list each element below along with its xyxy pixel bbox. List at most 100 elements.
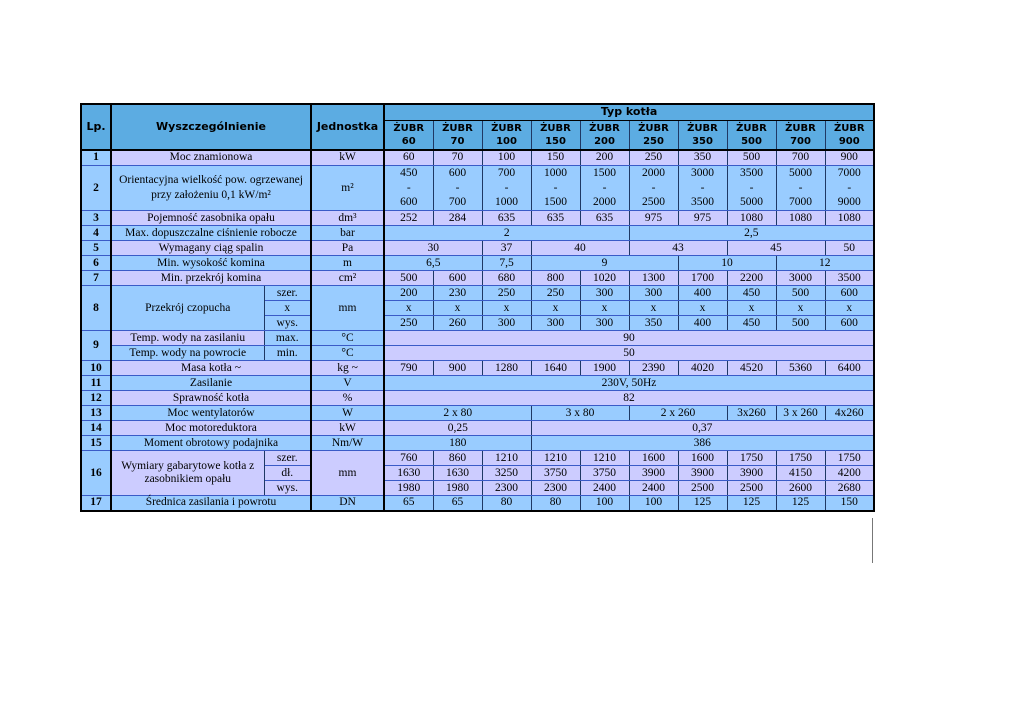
data-cell: 500 (726, 149, 777, 166)
row-number-cell: 14 (80, 420, 112, 437)
data-cell: 230 (432, 285, 483, 302)
sub-label-cell: szer. (263, 285, 312, 302)
row-number-cell: 6 (80, 255, 112, 272)
data-cell: 900 (432, 360, 483, 377)
data-cell: 250 (628, 149, 679, 166)
data-cell: 700-1000 (481, 164, 532, 212)
data-cell: 1630 (432, 465, 483, 482)
unit-cell: Nm/W (310, 435, 385, 452)
data-cell: 1210 (530, 450, 581, 467)
data-cell: 230V, 50Hz (383, 375, 875, 392)
data-cell: x (579, 300, 630, 317)
data-cell: 2200 (726, 270, 777, 287)
row-number-cell: 9 (80, 330, 112, 362)
data-cell: 975 (628, 210, 679, 227)
data-cell: x (530, 300, 581, 317)
model-size: 150 (545, 135, 566, 147)
spec-label-cell: Min. wysokość komina (110, 255, 312, 272)
data-cell: 3750 (579, 465, 630, 482)
row-number-cell: 7 (80, 270, 112, 287)
data-cell: x (677, 300, 728, 317)
data-cell: 1600 (677, 450, 728, 467)
col-header-model: ŻUBR 250 (628, 119, 679, 151)
data-cell: 100 (579, 495, 630, 512)
data-cell: 600 (824, 315, 875, 332)
data-cell: 400 (677, 285, 728, 302)
data-cell: 5000-7000 (775, 164, 826, 212)
data-cell: 1080 (726, 210, 777, 227)
data-cell: 260 (432, 315, 483, 332)
unit-cell: mm (310, 450, 385, 497)
col-header-model: ŻUBR 500 (726, 119, 777, 151)
data-cell: 600-700 (432, 164, 483, 212)
model-name: ŻUBR (393, 122, 425, 134)
data-cell: 4150 (775, 465, 826, 482)
col-header-model: ŻUBR 70 (432, 119, 483, 151)
col-header-model: ŻUBR 350 (677, 119, 728, 151)
col-header-lp: Lp. (80, 103, 112, 151)
data-cell: 1640 (530, 360, 581, 377)
model-name: ŻUBR (687, 122, 718, 134)
data-cell: 150 (824, 495, 875, 512)
data-cell: 1210 (579, 450, 630, 467)
data-cell: 43 (628, 240, 728, 257)
data-cell: 300 (579, 315, 630, 332)
spec-label-cell: Max. dopuszczalne ciśnienie robocze (110, 225, 312, 242)
sub-label-cell: max. (263, 330, 312, 347)
data-cell: 82 (383, 390, 875, 407)
model-name: ŻUBR (540, 122, 571, 134)
row-number-cell: 3 (80, 210, 112, 227)
row-number-cell: 4 (80, 225, 112, 242)
col-header-model: ŻUBR 200 (579, 119, 630, 151)
data-cell: 37 (481, 240, 532, 257)
data-cell: 860 (432, 450, 483, 467)
data-cell: 7,5 (481, 255, 532, 272)
data-cell: 80 (481, 495, 532, 512)
spec-label-cell: Masa kotła ~ (110, 360, 312, 377)
data-cell: 635 (579, 210, 630, 227)
model-name: ŻUBR (589, 122, 620, 134)
data-cell: 635 (481, 210, 532, 227)
data-cell: 4x260 (824, 405, 875, 422)
data-cell: 450 (726, 315, 777, 332)
data-cell: 250 (383, 315, 434, 332)
data-cell: 70 (432, 149, 483, 166)
data-cell: 3 x 260 (775, 405, 826, 422)
data-cell: 2 x 260 (628, 405, 728, 422)
data-cell: 1630 (383, 465, 434, 482)
data-cell: 450 (726, 285, 777, 302)
data-cell: x (824, 300, 875, 317)
unit-cell: kg ~ (310, 360, 385, 377)
row-number-cell: 11 (80, 375, 112, 392)
data-cell: 200 (383, 285, 434, 302)
data-cell: 3250 (481, 465, 532, 482)
data-cell: 40 (530, 240, 630, 257)
model-size: 200 (594, 135, 615, 147)
data-cell: 4020 (677, 360, 728, 377)
model-name: ŻUBR (442, 122, 473, 134)
model-size: 70 (450, 135, 465, 147)
row-number-cell: 5 (80, 240, 112, 257)
data-cell: 1900 (579, 360, 630, 377)
data-cell: 30 (383, 240, 483, 257)
col-header-model: ŻUBR 60 (383, 119, 434, 151)
sub-label-cell: wys. (263, 315, 312, 332)
data-cell: 3900 (628, 465, 679, 482)
sub-label-cell: szer. (263, 450, 312, 467)
data-cell: 6400 (824, 360, 875, 377)
data-cell: 800 (530, 270, 581, 287)
col-header-model: ŻUBR 100 (481, 119, 532, 151)
data-cell: 7000-9000 (824, 164, 875, 212)
data-cell: 350 (677, 149, 728, 166)
col-header-model: ŻUBR 150 (530, 119, 581, 151)
data-cell: x (726, 300, 777, 317)
data-cell: 1080 (775, 210, 826, 227)
data-cell: 350 (628, 315, 679, 332)
data-cell: 5360 (775, 360, 826, 377)
row-number-cell: 8 (80, 285, 112, 332)
data-cell: 65 (432, 495, 483, 512)
data-cell: 790 (383, 360, 434, 377)
data-cell: 2300 (530, 480, 581, 497)
data-cell: 10 (677, 255, 777, 272)
